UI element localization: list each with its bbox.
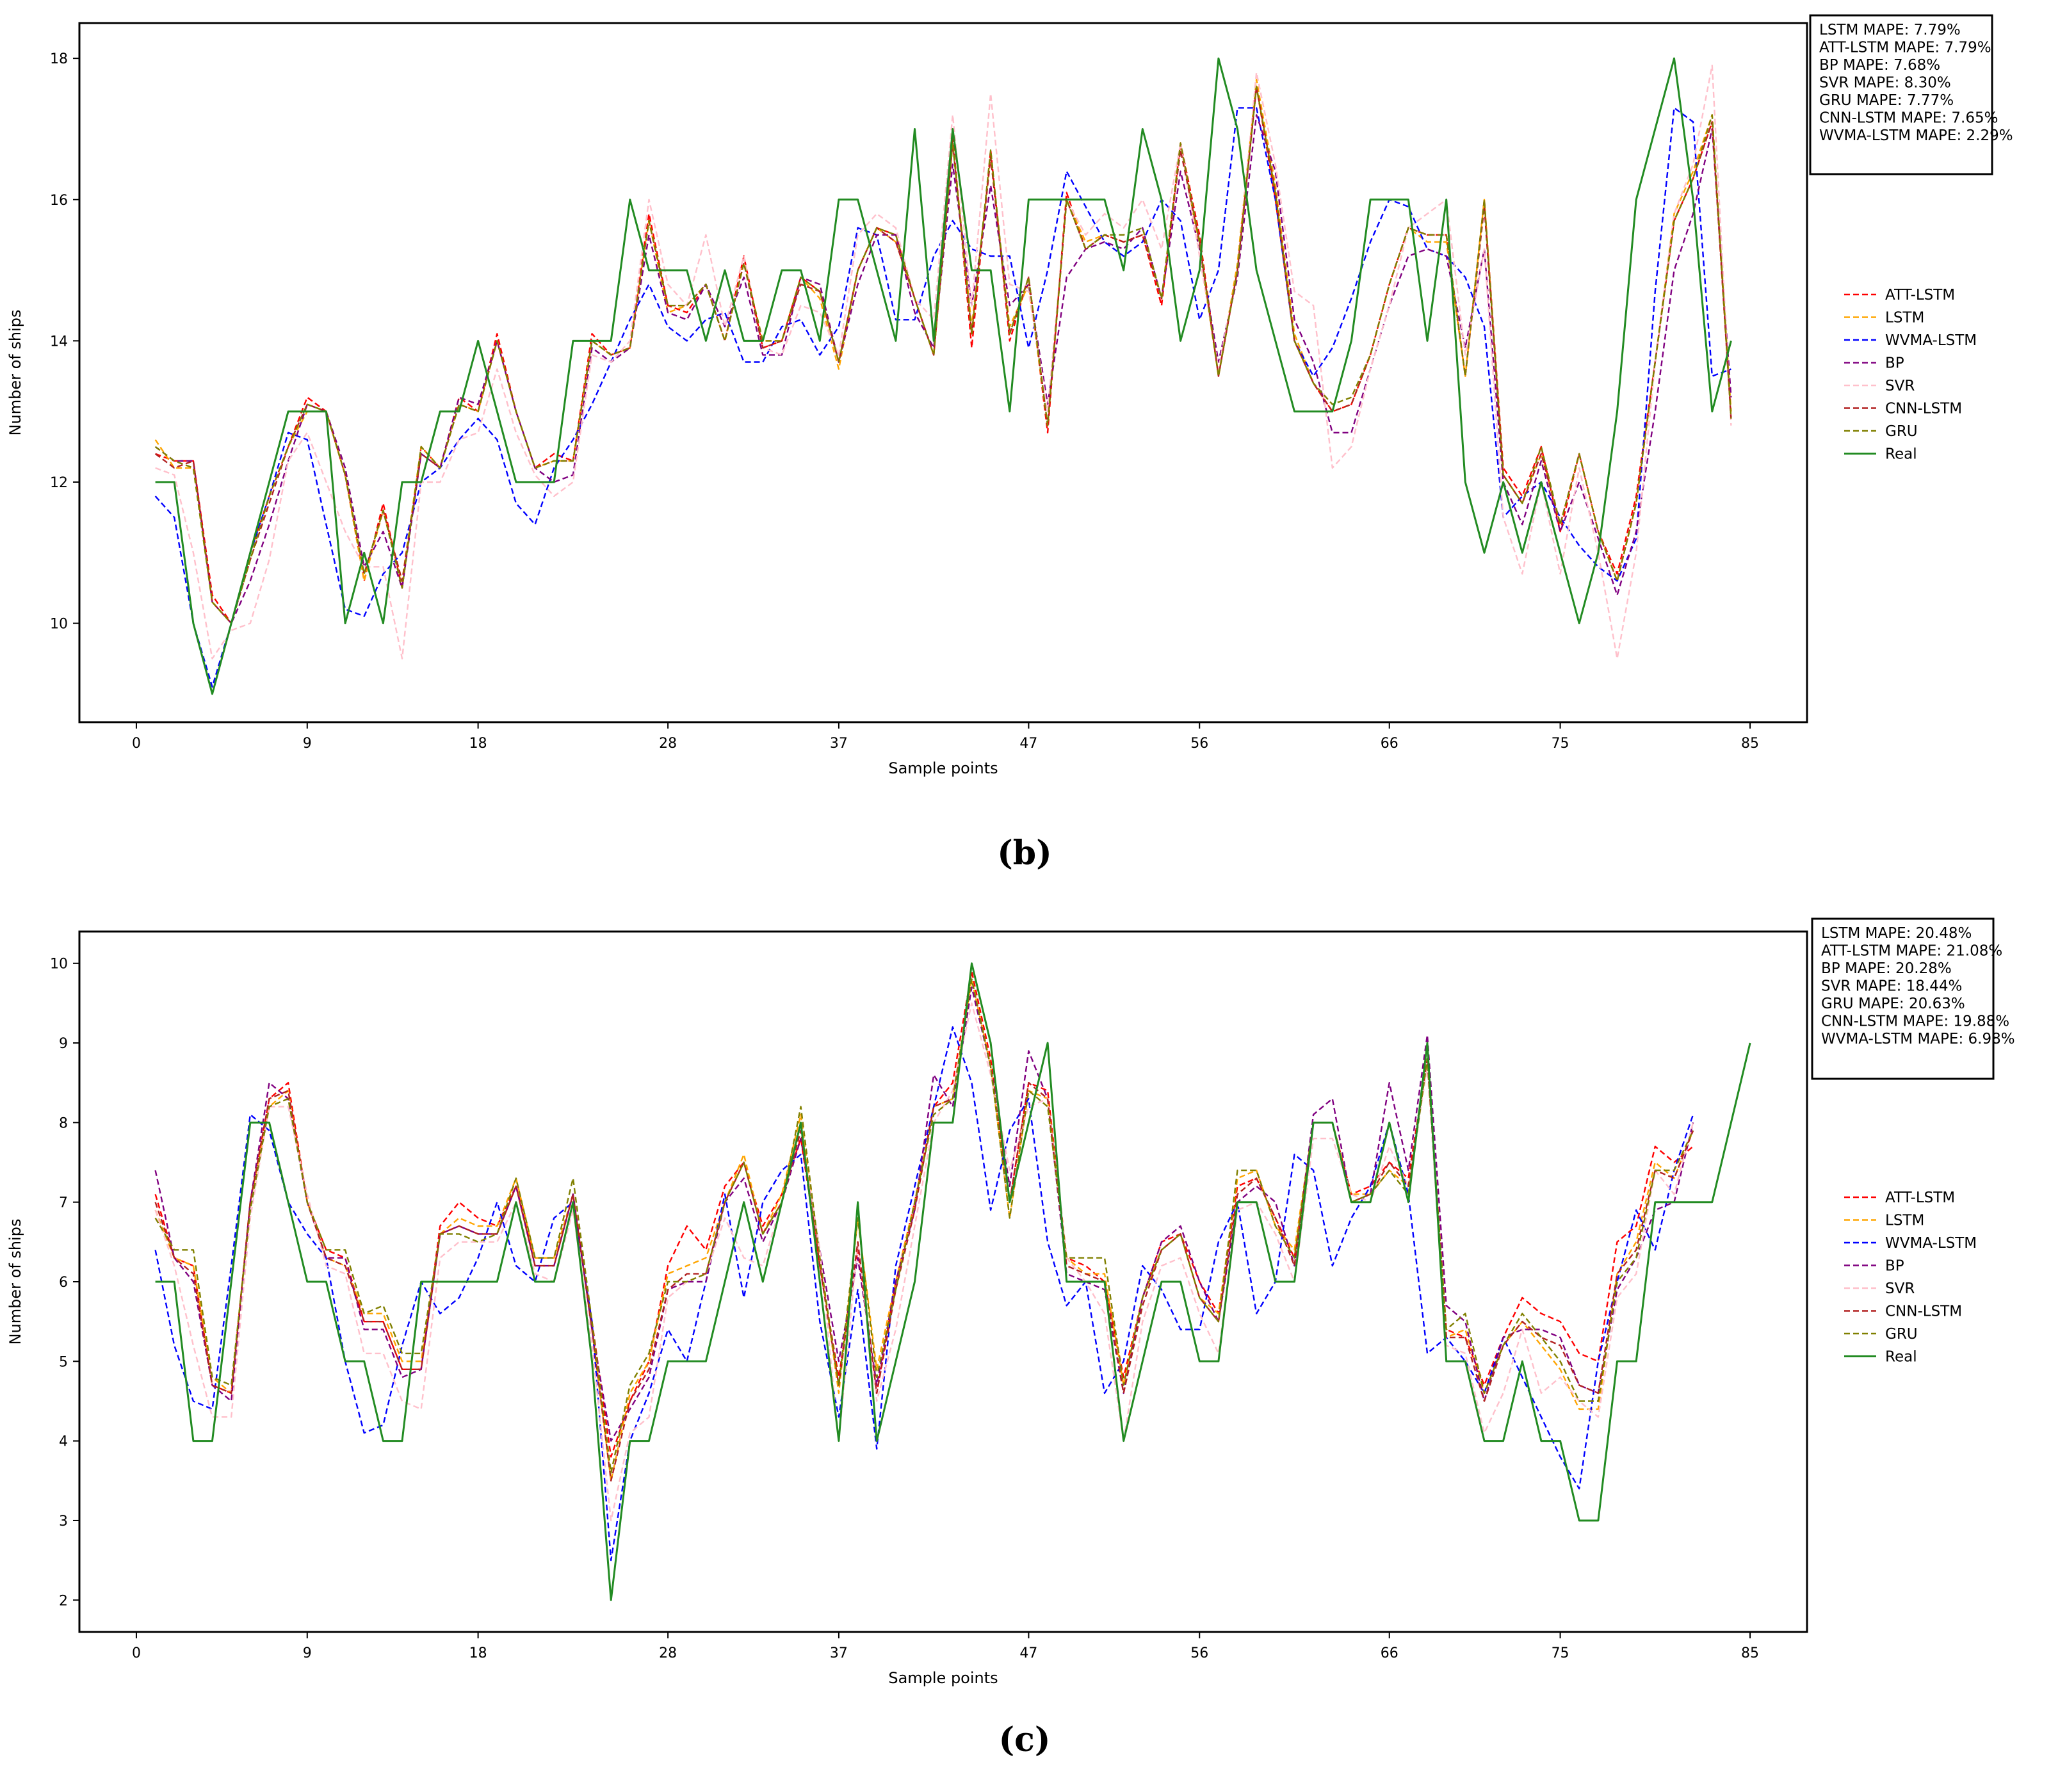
mape-box: [1811, 917, 1995, 1080]
x-tick-label: 9: [303, 736, 312, 752]
plot-frame: [78, 930, 1808, 1633]
x-tick-label: 18: [469, 736, 487, 752]
legend-entry-label: GRU: [1885, 423, 1918, 440]
x-tick-label: 47: [1019, 1645, 1037, 1661]
y-tick-label: 9: [59, 1036, 68, 1052]
y-tick-label: 3: [59, 1514, 68, 1530]
mape-line: BP MAPE: 20.28%: [1821, 960, 1952, 977]
legend-entry-label: CNN-LSTM: [1885, 1304, 1962, 1320]
mape-line: GRU MAPE: 7.77%: [1819, 92, 1954, 109]
mape-line: ATT-LSTM MAPE: 7.79%: [1819, 40, 1991, 56]
series-line-wvma-lstm: [154, 1026, 1694, 1562]
mape-line: LSTM MAPE: 7.79%: [1819, 22, 1961, 38]
legend-entry-label: Real: [1885, 446, 1917, 463]
legend-entry-label: GRU: [1885, 1326, 1918, 1343]
mape-line: ATT-LSTM MAPE: 21.08%: [1821, 943, 2002, 960]
y-tick-label: 16: [50, 193, 68, 209]
x-tick-label: 37: [830, 736, 848, 752]
x-tick-label: 85: [1741, 1645, 1759, 1661]
x-tick-label: 56: [1190, 736, 1208, 752]
y-tick-label: 5: [59, 1354, 68, 1370]
y-tick-label: 18: [50, 51, 68, 67]
series-line-gru: [154, 86, 1732, 624]
legend-entry-label: ATT-LSTM: [1885, 287, 1955, 303]
mape-line: CNN-LSTM MAPE: 19.88%: [1821, 1013, 2009, 1030]
series-line-wvma-lstm: [154, 107, 1731, 688]
legend-entry-label: BP: [1885, 355, 1904, 372]
y-tick-label: 7: [59, 1195, 68, 1211]
series-line-att-lstm: [154, 970, 1694, 1458]
x-tick-label: 75: [1552, 736, 1569, 752]
y-tick-label: 4: [59, 1434, 68, 1450]
legend-entry-label: BP: [1885, 1258, 1904, 1275]
mape-line: SVR MAPE: 18.44%: [1821, 978, 1962, 995]
legend-entry-label: WVMA-LSTM: [1885, 332, 1977, 349]
x-tick-label: 0: [132, 736, 141, 752]
x-tick-label: 66: [1381, 1645, 1398, 1661]
mape-line: WVMA-LSTM MAPE: 2.29%: [1819, 127, 2013, 144]
y-tick-label: 10: [50, 957, 68, 973]
series-line-svr: [154, 1002, 1694, 1522]
x-tick-label: 66: [1381, 736, 1398, 752]
legend-entry-label: LSTM: [1885, 310, 1924, 327]
legend-entry-label: Real: [1885, 1349, 1917, 1366]
series-line-gru: [154, 978, 1694, 1474]
legend-entry-label: CNN-LSTM: [1885, 401, 1962, 417]
series-line-real: [155, 57, 1732, 695]
y-tick-label: 2: [59, 1593, 68, 1609]
mape-line: LSTM MAPE: 20.48%: [1821, 925, 1972, 942]
mape-line: BP MAPE: 7.68%: [1819, 57, 1940, 74]
mape-line: GRU MAPE: 20.63%: [1821, 996, 1965, 1012]
y-axis-label: Number of ships: [6, 310, 24, 436]
legend-entry-label: SVR: [1885, 378, 1915, 394]
x-tick-label: 85: [1741, 736, 1759, 752]
legend-entry-label: WVMA-LSTM: [1885, 1235, 1977, 1252]
x-tick-label: 0: [132, 1645, 141, 1661]
legend-entry-label: LSTM: [1885, 1213, 1924, 1229]
series-line-bp: [154, 986, 1694, 1442]
legend-entry-label: SVR: [1885, 1280, 1915, 1297]
y-tick-label: 12: [50, 475, 68, 491]
panel-label: (b): [997, 834, 1052, 873]
x-tick-label: 28: [659, 1645, 677, 1661]
y-axis-label: Number of ships: [6, 1219, 24, 1345]
x-axis-label: Sample points: [888, 759, 998, 777]
y-tick-label: 10: [50, 617, 68, 633]
plot-frame: [78, 22, 1808, 723]
mape-line: WVMA-LSTM MAPE: 6.98%: [1821, 1031, 2015, 1047]
y-tick-label: 6: [59, 1275, 68, 1291]
mape-box: [1809, 14, 1993, 175]
series-line-svr: [155, 64, 1732, 659]
panel-label: (c): [999, 1720, 1051, 1759]
series-line-lstm: [154, 978, 1694, 1482]
series-line-real: [155, 962, 1751, 1601]
x-tick-label: 56: [1190, 1645, 1208, 1661]
mape-line: CNN-LSTM MAPE: 7.65%: [1819, 110, 1998, 127]
x-tick-label: 9: [303, 1645, 312, 1661]
chart-panel-b: 0 9 18 28 37 47 56 66 75 85 10 12 14 16 18 Sample point…: [6, 14, 2013, 873]
mape-line: SVR MAPE: 8.30%: [1819, 75, 1951, 92]
legend-entry-label: ATT-LSTM: [1885, 1190, 1955, 1206]
x-tick-label: 75: [1552, 1645, 1569, 1661]
x-tick-label: 18: [469, 1645, 487, 1661]
y-tick-label: 8: [59, 1115, 68, 1131]
x-axis-label: Sample points: [888, 1669, 998, 1687]
series-line-cnn-lstm: [154, 978, 1694, 1482]
x-tick-label: 28: [659, 736, 677, 752]
y-tick-label: 14: [50, 334, 68, 350]
x-tick-label: 37: [830, 1645, 848, 1661]
x-tick-label: 47: [1019, 736, 1037, 752]
